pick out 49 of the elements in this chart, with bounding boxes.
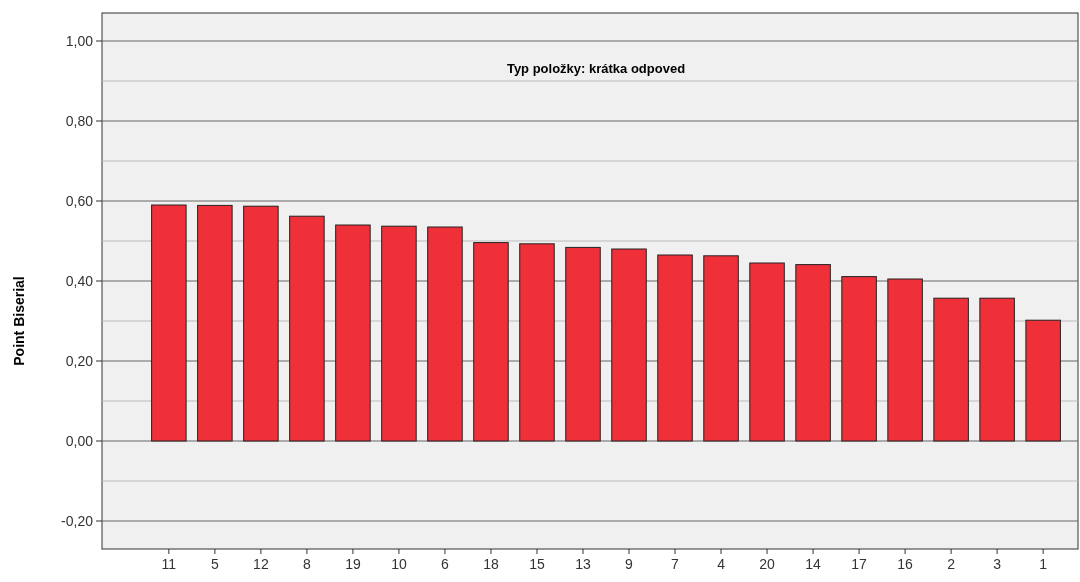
x-tick-label: 3 (993, 556, 1002, 572)
x-tick-label: 4 (717, 556, 726, 572)
bar (381, 225, 417, 442)
bar (887, 278, 923, 442)
x-tick-label: 12 (253, 556, 269, 572)
x-tick-label: 13 (575, 556, 591, 572)
x-tick-label: 2 (947, 556, 956, 572)
x-tick-label: 9 (625, 556, 634, 572)
y-tick-label: -0,20 (61, 512, 94, 529)
y-tick-label: 1,00 (65, 32, 94, 49)
bar (979, 297, 1015, 442)
bar (519, 243, 555, 442)
y-tick-label: 0,00 (65, 432, 94, 449)
x-tick-label: 16 (897, 556, 914, 572)
x-tick-label: 1 (1039, 556, 1048, 572)
bar (197, 204, 233, 442)
bar (795, 264, 831, 442)
bar (1025, 319, 1061, 442)
x-tick-label: 14 (805, 556, 822, 572)
y-tick-label: 0,40 (65, 272, 94, 289)
bar (289, 215, 325, 442)
x-tick-label: 19 (345, 556, 361, 572)
x-tick-label: 18 (483, 556, 499, 572)
bar (749, 262, 785, 442)
bar (473, 242, 509, 442)
x-tick-label: 7 (671, 556, 680, 572)
bar (335, 224, 371, 442)
text: Typ položky: krátka odpoved (506, 61, 686, 76)
bar (703, 255, 739, 442)
bar (427, 226, 463, 442)
x-tick-label: 10 (391, 556, 407, 572)
bar (841, 276, 877, 442)
bar (243, 205, 279, 442)
x-tick-label: 15 (529, 556, 545, 572)
y-tick-label: 0,60 (65, 192, 94, 209)
x-tick-label: 17 (851, 556, 868, 572)
bar (657, 254, 693, 442)
x-tick-label: 11 (161, 556, 177, 572)
y-tick-label: 0,80 (65, 112, 94, 129)
bar (933, 297, 969, 442)
bar (151, 204, 187, 442)
y-axis-title: Point Biserial (11, 276, 27, 366)
y-tick-label: 0,20 (65, 352, 94, 369)
bar (565, 246, 601, 442)
x-tick-label: 6 (441, 556, 450, 572)
bar (611, 248, 647, 442)
x-tick-label: 8 (303, 556, 311, 572)
x-tick-label: 20 (759, 556, 776, 572)
x-tick-label: 5 (210, 556, 219, 572)
